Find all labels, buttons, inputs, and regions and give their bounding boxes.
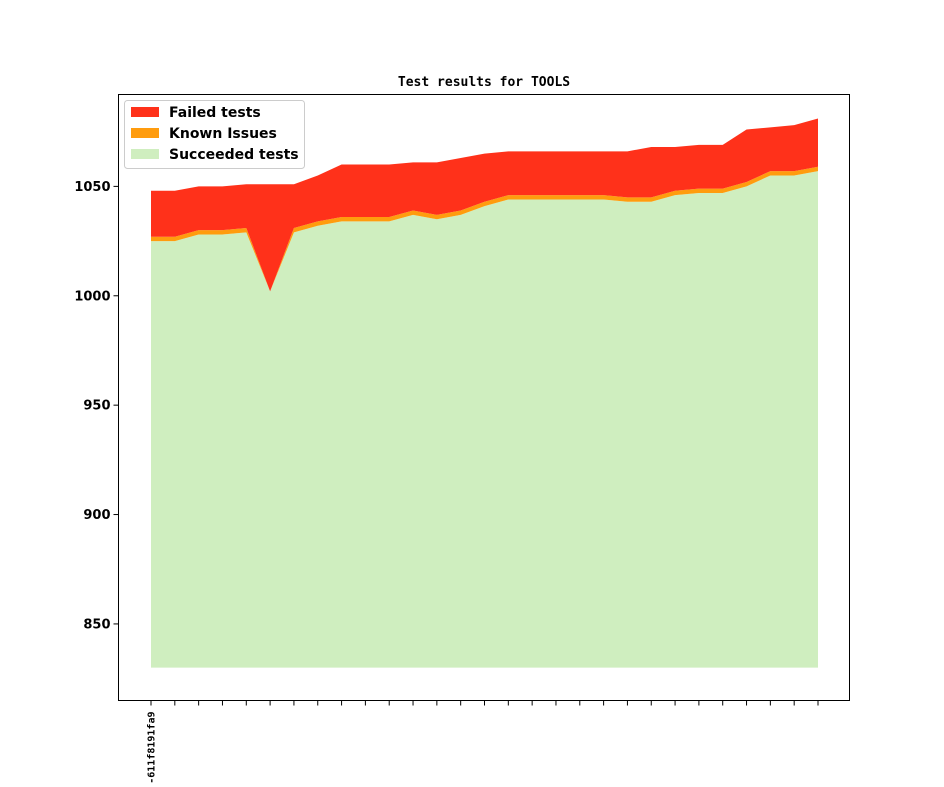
y-axis: 850 900 950 1000 1050 bbox=[74, 180, 119, 632]
area-succeeded-tests bbox=[151, 171, 818, 668]
y-tick-label: 850 bbox=[83, 617, 110, 632]
legend-label: Failed tests bbox=[169, 105, 261, 121]
legend-swatch bbox=[131, 128, 159, 138]
legend-swatch bbox=[131, 107, 159, 117]
chart-title: Test results for TOOLS bbox=[398, 75, 570, 90]
x-axis: -611f8191fa9 bbox=[147, 700, 819, 784]
legend-label: Known Issues bbox=[169, 126, 277, 142]
stacked-areas bbox=[151, 118, 818, 668]
legend-box bbox=[124, 100, 305, 169]
legend-swatch bbox=[131, 149, 159, 159]
y-tick-label: 1050 bbox=[74, 180, 110, 195]
x-tick-label: -611f8191fa9 bbox=[147, 712, 158, 784]
legend-label: Succeeded tests bbox=[169, 147, 299, 163]
y-tick-label: 900 bbox=[83, 508, 110, 523]
y-tick-label: 1000 bbox=[74, 289, 110, 304]
area-known-issues bbox=[151, 166, 818, 292]
plot-frame bbox=[118, 94, 850, 701]
area-failed-tests bbox=[151, 118, 818, 292]
y-tick-label: 950 bbox=[83, 399, 110, 414]
legend: Failed tests Known Issues Succeeded tests bbox=[124, 100, 305, 169]
